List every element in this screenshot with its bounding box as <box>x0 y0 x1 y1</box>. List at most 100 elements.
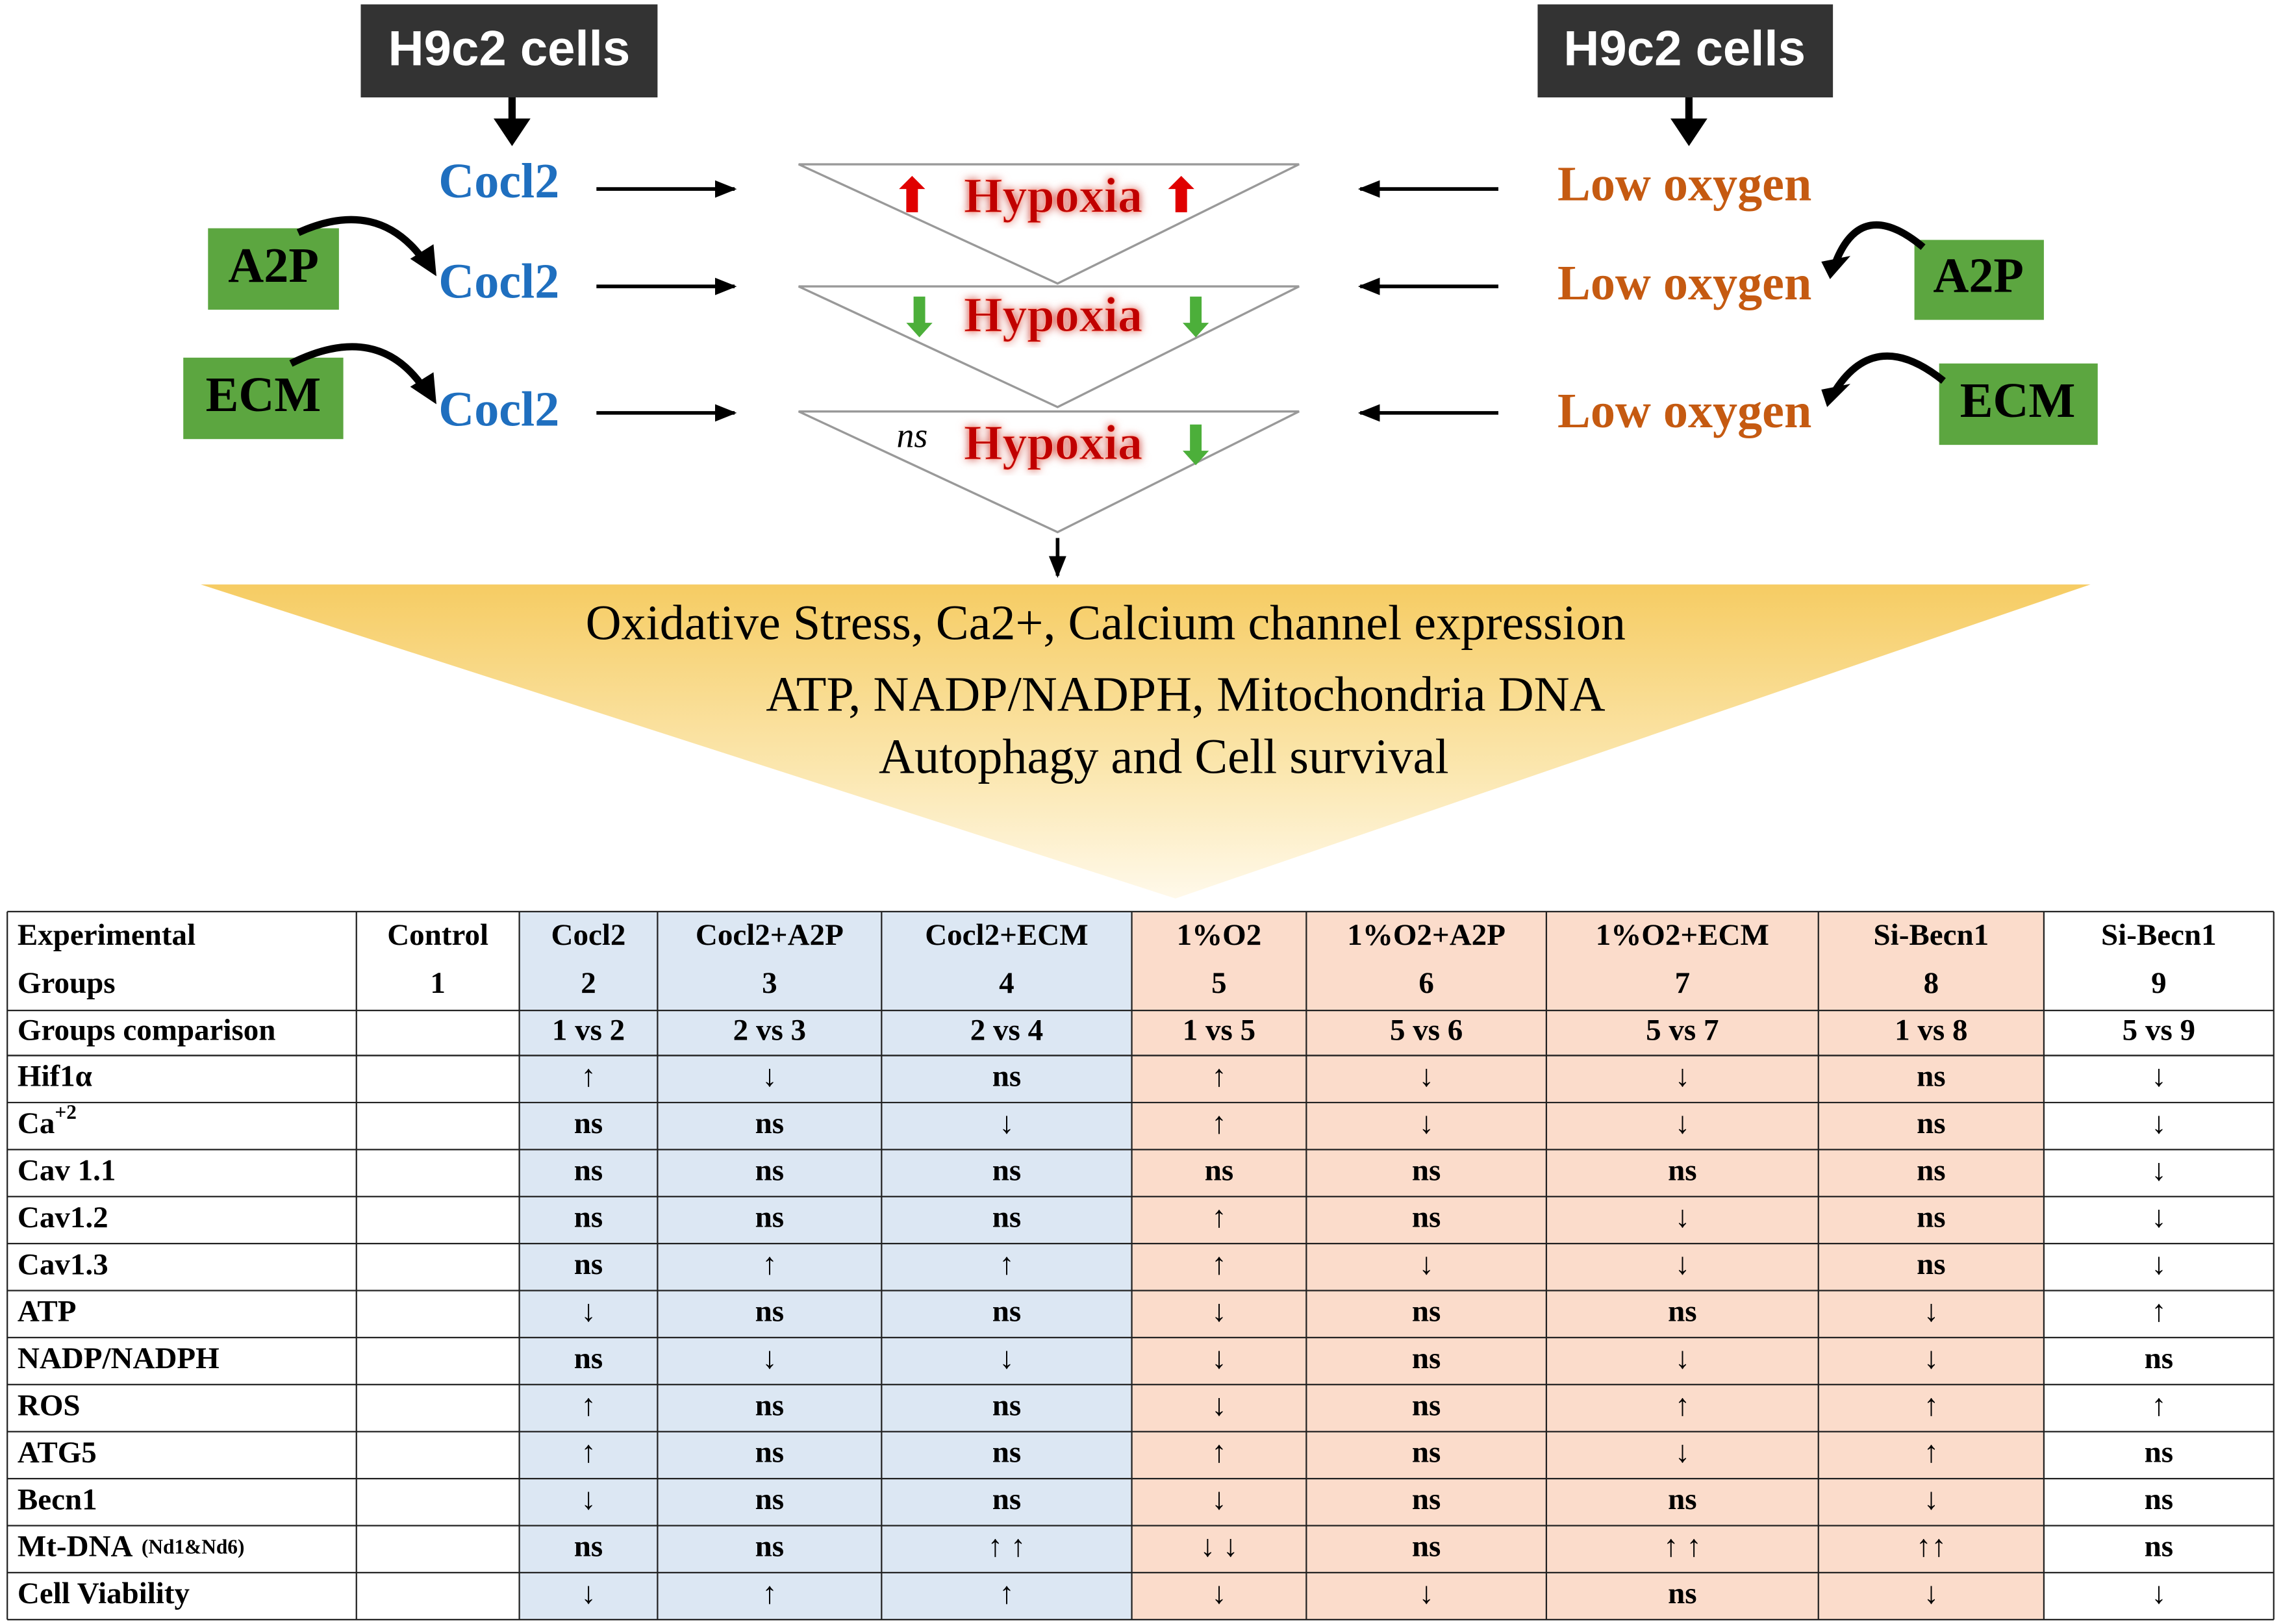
agent: Cocl2 <box>438 382 559 437</box>
cell: ↓ <box>762 1342 777 1375</box>
cell: ↑ ↑ <box>988 1529 1026 1563</box>
cell: ↓ <box>2151 1153 2167 1187</box>
modifier: A2P <box>228 238 319 293</box>
cell: ↓ <box>1418 1577 1434 1610</box>
cell: ↓ <box>1211 1342 1227 1375</box>
modifier-box <box>1939 363 2098 445</box>
comparison: 1 vs 5 <box>1183 1014 1255 1047</box>
group-number: 8 <box>1924 966 1939 1000</box>
cell: ns <box>755 1482 784 1516</box>
group-name: 1%O2 <box>1177 918 1262 952</box>
row-label: NADP/NADPH <box>18 1342 220 1375</box>
group-number: 2 <box>581 966 596 1000</box>
summary-funnel <box>201 584 2091 899</box>
cell: ↓ <box>999 1106 1014 1140</box>
cell: ↓ <box>762 1060 777 1093</box>
row-label: ATG5 <box>18 1436 97 1469</box>
group-name: Si-Becn1 <box>1874 918 1989 952</box>
cell: ↑↑ <box>1916 1529 1947 1563</box>
cell: ns <box>992 1060 1021 1093</box>
cell: ns <box>2145 1436 2173 1469</box>
arrowheads <box>410 244 1851 407</box>
row-label: ATP <box>18 1295 77 1329</box>
cell: ns <box>1668 1153 1696 1187</box>
cell: ns <box>992 1436 1021 1469</box>
row-label-text: Cav1.2 <box>18 1201 108 1234</box>
group-number: 6 <box>1418 966 1434 1000</box>
cell: ns <box>574 1153 603 1187</box>
group-name: Si-Becn1 <box>2101 918 2217 952</box>
row-label: Becn1 <box>18 1482 97 1516</box>
cell: ↑ <box>581 1060 596 1093</box>
outcome: Hypoxia <box>964 288 1142 342</box>
cell: ns <box>1412 1529 1441 1563</box>
cell: ↑ <box>1211 1436 1227 1469</box>
group-name: Cocl2 <box>551 918 626 952</box>
cell: ns <box>1412 1436 1441 1469</box>
row-label-text: ROS <box>18 1388 81 1422</box>
comparison: 5 vs 7 <box>1646 1014 1719 1047</box>
arrows <box>596 180 1498 579</box>
cell: ↓ <box>1675 1060 1691 1093</box>
cell: ↓ <box>2151 1577 2167 1610</box>
row-label: Mt-DNA (Nd1&Nd6) <box>18 1529 245 1563</box>
group-name: Control <box>387 918 488 952</box>
row-label: Cav1.3 <box>18 1247 108 1281</box>
comparison: 2 vs 3 <box>733 1014 806 1047</box>
row-label: ROS <box>18 1388 81 1422</box>
curved-arrows <box>289 216 1946 392</box>
cell: ns <box>1917 1247 1945 1281</box>
row-label: Cav 1.1 <box>18 1153 116 1187</box>
group-bg <box>1131 911 2044 1620</box>
cell: ↑ <box>999 1247 1014 1281</box>
cell: ↓ <box>2151 1201 2167 1234</box>
cell: ↑ <box>762 1577 777 1610</box>
agent: Low oxygen <box>1557 256 1811 310</box>
row-label: Cav1.2 <box>18 1201 108 1234</box>
cell: ↓ <box>581 1577 596 1610</box>
cell: ↓ <box>1924 1342 1939 1375</box>
modifier: ECM <box>1960 373 2076 428</box>
table-header: Groups <box>18 966 116 1000</box>
cell: ↓ <box>1211 1388 1227 1422</box>
row-label: Groups comparison <box>18 1014 276 1047</box>
group-number: 3 <box>762 966 777 1000</box>
cell: ns <box>574 1106 603 1140</box>
cell: ↓ <box>1211 1295 1227 1329</box>
summary-line: Autophagy and Cell survival <box>879 730 1449 784</box>
cell: ↓ <box>1924 1295 1939 1329</box>
row-label-text: Cav 1.1 <box>18 1153 116 1187</box>
cell: ↑ <box>1211 1201 1227 1234</box>
cell: ↓ <box>2151 1060 2167 1093</box>
cell: ↓ <box>1924 1577 1939 1610</box>
cell: ns <box>755 1388 784 1422</box>
cell: ↓ <box>1675 1247 1691 1281</box>
row-label-text: Cell Viability <box>18 1577 190 1610</box>
cell: ns <box>574 1247 603 1281</box>
cell: ↓ <box>1924 1482 1939 1516</box>
row-label: Hif1α <box>18 1060 92 1093</box>
cell: ↓ <box>1675 1342 1691 1375</box>
cell: ↑ <box>1924 1388 1939 1422</box>
cell: ns <box>2145 1482 2173 1516</box>
row-label: Cell Viability <box>18 1577 190 1610</box>
modifier-box <box>208 228 339 310</box>
cell: ↓ <box>1418 1247 1434 1281</box>
cell: ns <box>1668 1482 1696 1516</box>
source-box <box>360 4 658 98</box>
outcome: Hypoxia <box>964 416 1142 470</box>
row-label-text: Mt-DNA <box>18 1529 133 1563</box>
arrow <box>494 97 1708 147</box>
cell: ns <box>755 1201 784 1234</box>
cell: ns <box>992 1482 1021 1516</box>
cell: ns <box>1412 1201 1441 1234</box>
cell: ↓ <box>1675 1106 1691 1140</box>
source: H9c2 cells <box>1563 21 1806 77</box>
group-name: Cocl2+A2P <box>696 918 844 952</box>
row-label-text: NADP/NADPH <box>18 1342 220 1375</box>
cell: ns <box>1412 1295 1441 1329</box>
cell: ns <box>992 1388 1021 1422</box>
cell: ns <box>755 1529 784 1563</box>
cell: ns <box>1917 1060 1945 1093</box>
group-name: 1%O2+ECM <box>1596 918 1769 952</box>
